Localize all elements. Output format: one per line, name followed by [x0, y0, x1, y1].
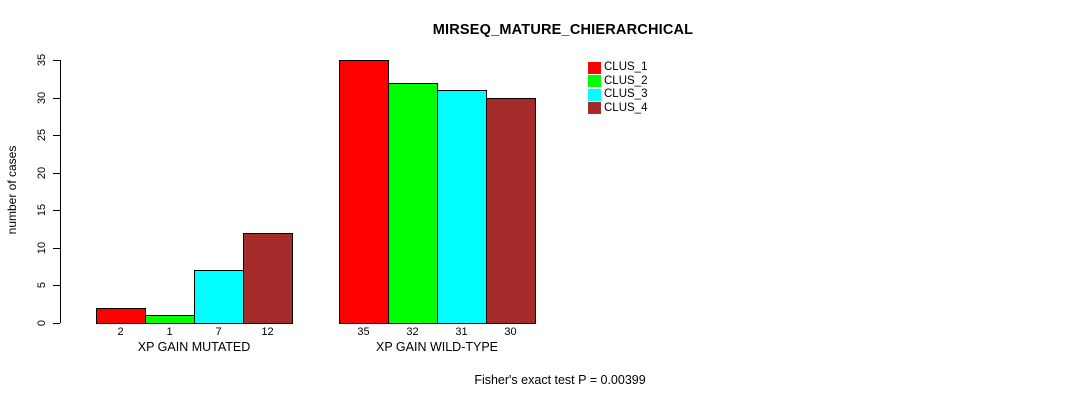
- legend-item: CLUS_1: [588, 61, 647, 75]
- y-axis-tick-label: 35: [36, 53, 48, 67]
- bar-value-label: 2: [117, 326, 124, 338]
- bar-value-label: 1: [166, 326, 173, 338]
- y-axis-line: [60, 60, 61, 323]
- legend-swatch: [588, 75, 601, 88]
- bar: [388, 83, 438, 324]
- y-axis-tick: [53, 135, 60, 136]
- legend-label: CLUS_4: [604, 101, 648, 114]
- y-axis-tick: [53, 210, 60, 211]
- legend-item: CLUS_4: [588, 102, 647, 116]
- legend-item: CLUS_3: [588, 88, 647, 102]
- legend-label: CLUS_2: [604, 74, 648, 87]
- y-axis-tick-label: 25: [36, 128, 48, 142]
- y-axis-tick-label: 10: [36, 241, 48, 255]
- legend-label: CLUS_1: [604, 61, 648, 73]
- bar-value-label: 31: [455, 326, 468, 338]
- bar: [243, 233, 293, 324]
- bar: [437, 90, 487, 324]
- bar: [145, 315, 195, 324]
- y-axis-tick-label: 15: [36, 203, 48, 217]
- y-axis-tick-label: 5: [36, 281, 48, 289]
- bar-value-label: 35: [357, 326, 370, 338]
- bar-value-label: 12: [261, 326, 274, 338]
- legend: CLUS_1 CLUS_2 CLUS_3 CLUS_4: [588, 61, 647, 115]
- bar: [194, 270, 244, 324]
- legend-item: CLUS_2: [588, 75, 647, 89]
- y-axis-tick: [53, 323, 60, 324]
- legend-swatch: [588, 88, 601, 101]
- x-group-label: XP GAIN MUTATED: [137, 340, 251, 354]
- bar: [486, 98, 536, 324]
- y-axis-tick: [53, 60, 60, 61]
- bar-value-label: 7: [215, 326, 222, 338]
- y-axis-tick: [53, 98, 60, 99]
- y-axis-tick: [53, 248, 60, 249]
- y-axis-tick-label: 20: [36, 166, 48, 180]
- x-group-label: XP GAIN WILD-TYPE: [375, 340, 499, 354]
- bar: [339, 60, 389, 324]
- footer-annotation: Fisher's exact test P = 0.00399: [474, 373, 646, 387]
- bar-value-label: 30: [504, 326, 517, 338]
- y-axis-tick: [53, 173, 60, 174]
- chart-title: MIRSEQ_MATURE_CHIERARCHICAL: [432, 22, 694, 38]
- legend-swatch: [588, 102, 601, 115]
- y-axis-tick: [53, 285, 60, 286]
- bar-value-label: 32: [406, 326, 419, 338]
- y-axis-tick-label: 0: [36, 319, 48, 327]
- y-axis-tick-label: 30: [36, 91, 48, 105]
- bar: [96, 308, 146, 324]
- legend-swatch: [588, 61, 601, 74]
- legend-label: CLUS_3: [604, 88, 648, 100]
